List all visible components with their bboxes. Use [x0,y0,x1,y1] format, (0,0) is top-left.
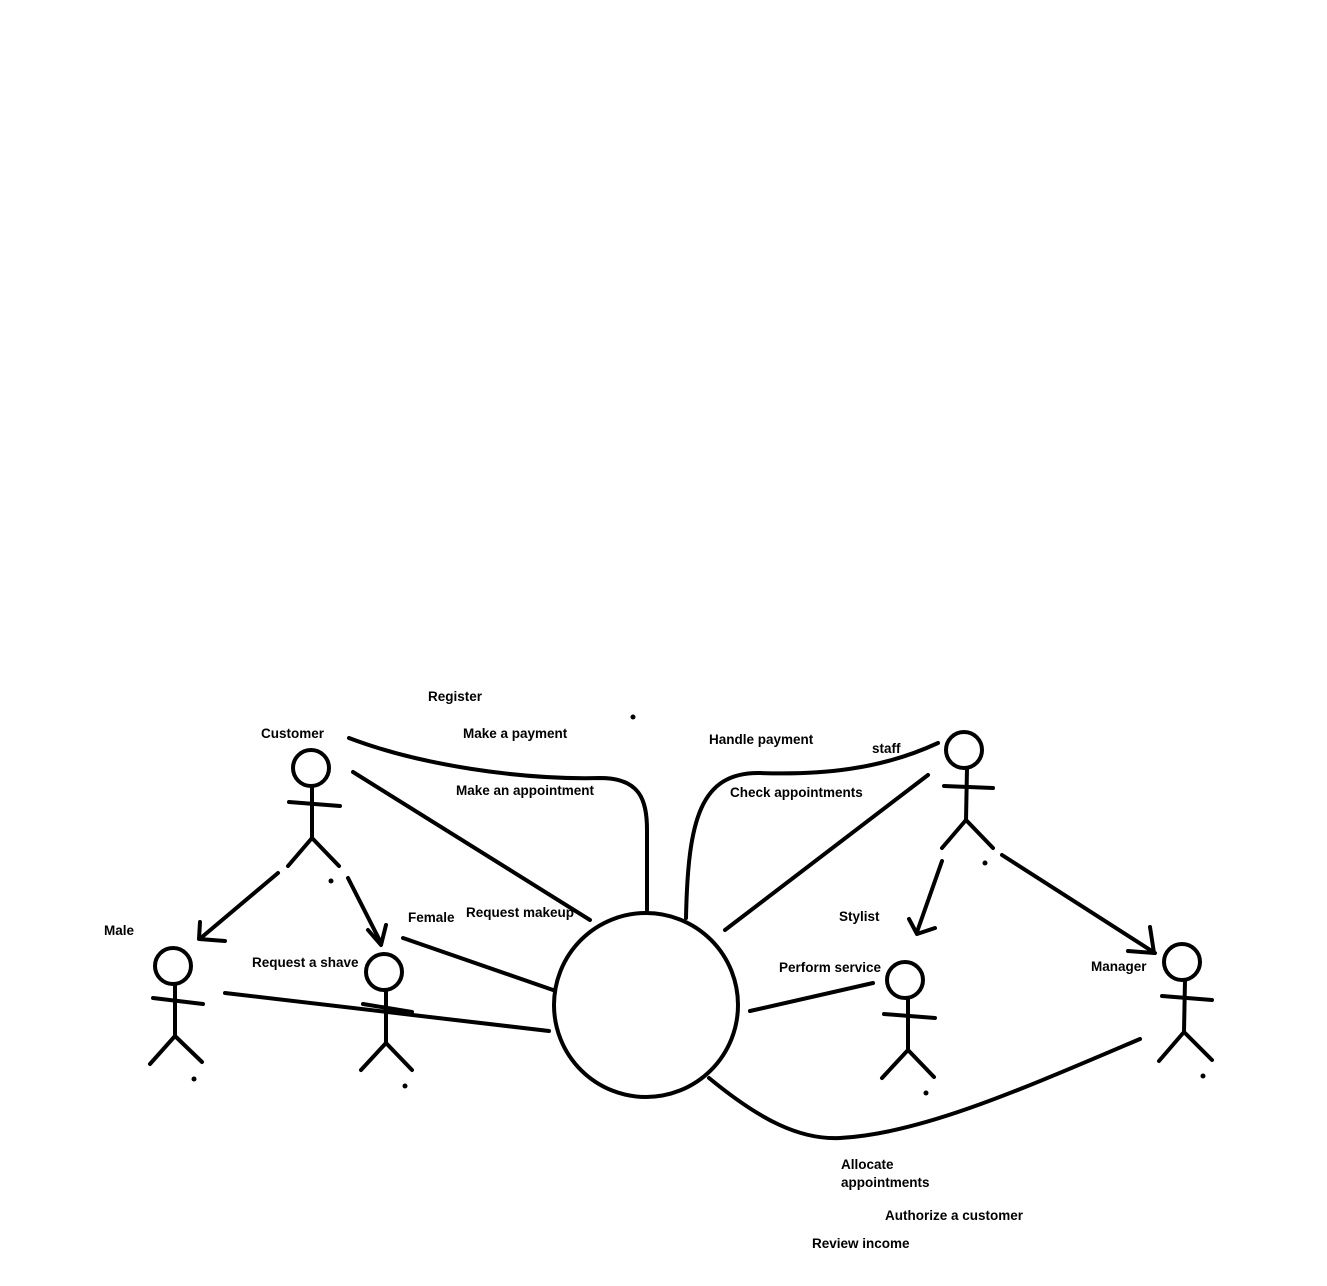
use-case-make-payment: Make a payment [463,726,568,741]
actor-label-manager: Manager [1091,959,1147,974]
use-case-authorize-customer: Authorize a customer [885,1208,1024,1223]
line-customer-make-payment [347,736,649,912]
manager-actor-figure [1157,942,1214,1063]
use-case-allocate-appointments-line2: appointments [841,1175,930,1190]
use-case-check-appointments: Check appointments [730,785,863,800]
actor-label-customer: Customer [261,726,325,741]
arrow-customer-to-male [197,871,280,943]
customer-actor-figure [286,748,342,868]
line-staff-handle-payment [684,741,940,920]
system-circle [552,911,740,1099]
arrow-staff-to-stylist [907,859,944,936]
use-case-register: Register [428,689,483,704]
use-case-perform-service: Perform service [779,960,882,975]
stray-dot [328,878,334,884]
actor-label-female: Female [408,910,455,925]
stray-dot [402,1083,408,1089]
stray-dot [923,1090,929,1096]
stray-dot [630,714,636,720]
stray-dot [191,1076,197,1082]
stray-dot [1200,1073,1206,1079]
male-actor-figure [148,946,205,1066]
stray-dot [982,860,988,866]
use-case-request-makeup: Request makeup [466,905,574,920]
actor-label-stylist: Stylist [839,909,880,924]
arrow-customer-to-female [346,876,388,947]
actor-label-staff: staff [872,741,901,756]
female-actor-figure [359,952,414,1072]
use-case-handle-payment: Handle payment [709,732,814,747]
arrow-staff-to-manager [1000,853,1157,955]
line-stylist-perform-service [748,981,875,1013]
use-case-review-income: Review income [812,1236,910,1251]
use-case-request-shave: Request a shave [252,955,359,970]
line-staff-check-appointments [723,773,930,932]
stylist-actor-figure [880,960,937,1080]
actor-label-male: Male [104,923,135,938]
staff-actor-figure [940,730,995,850]
line-customer-make-appointment [351,770,592,922]
line-female-request-makeup [401,936,555,992]
use-case-make-appointment: Make an appointment [456,783,595,798]
use-case-allocate-appointments-line1: Allocate [841,1157,894,1172]
line-manager-allocate [707,1037,1142,1141]
